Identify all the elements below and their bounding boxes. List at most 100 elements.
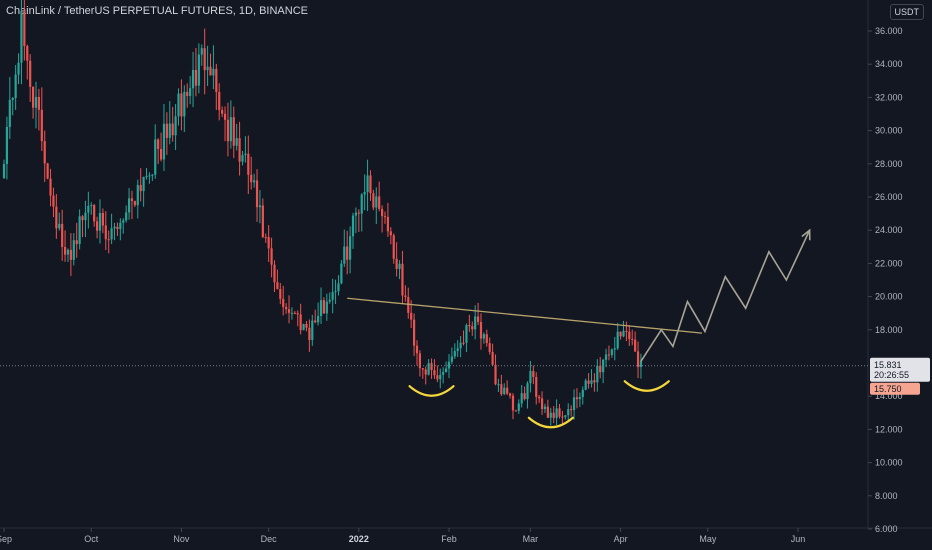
candle xyxy=(110,228,113,240)
candle xyxy=(235,138,238,146)
candle xyxy=(471,326,474,330)
candle xyxy=(613,348,616,350)
candle xyxy=(49,178,52,196)
time-tick-label: Nov xyxy=(173,534,190,544)
candle xyxy=(113,226,116,229)
candle xyxy=(165,123,168,138)
candle xyxy=(305,323,308,328)
candle xyxy=(191,70,195,89)
price-tick-label: 26.000 xyxy=(875,192,903,202)
candle xyxy=(75,240,78,245)
candle xyxy=(372,193,375,208)
candle xyxy=(14,74,17,99)
time-tick-label: May xyxy=(699,534,717,544)
candle xyxy=(456,348,459,352)
candle xyxy=(392,235,395,259)
candle xyxy=(171,123,174,136)
candle xyxy=(200,48,203,55)
candle xyxy=(465,325,468,343)
candle xyxy=(116,226,119,230)
candle xyxy=(610,349,613,355)
candle xyxy=(253,180,256,183)
candle xyxy=(328,299,331,302)
candle xyxy=(168,123,171,138)
candle xyxy=(279,289,282,299)
candle xyxy=(535,377,538,397)
candle xyxy=(625,330,628,332)
candle xyxy=(575,397,579,400)
countdown-value: 20:26:55 xyxy=(874,370,909,380)
candle xyxy=(572,397,576,410)
candle xyxy=(81,216,84,221)
candle xyxy=(398,263,401,269)
candle xyxy=(258,205,262,208)
candle xyxy=(302,323,305,331)
candle xyxy=(459,342,462,349)
candle xyxy=(418,353,422,369)
candle xyxy=(622,330,625,337)
projection-arrowhead xyxy=(801,228,811,241)
candle xyxy=(415,345,419,354)
candle xyxy=(564,415,567,418)
candle xyxy=(468,325,471,327)
candle xyxy=(209,66,212,76)
candle xyxy=(485,334,488,344)
candle xyxy=(491,351,494,365)
candle xyxy=(619,331,622,337)
candle xyxy=(488,343,491,352)
candle xyxy=(11,98,14,100)
candle xyxy=(639,360,643,368)
candle xyxy=(101,213,104,226)
candle xyxy=(427,363,430,375)
candle xyxy=(549,412,552,418)
candle xyxy=(31,86,35,108)
candle xyxy=(552,412,555,418)
candle xyxy=(241,155,244,162)
candle xyxy=(421,368,424,370)
price-tick-label: 14.000 xyxy=(875,391,903,401)
candle xyxy=(354,212,358,216)
candle xyxy=(159,148,163,160)
candle xyxy=(596,365,599,383)
candle xyxy=(154,139,157,175)
projection-path xyxy=(640,229,811,362)
candle xyxy=(337,283,340,292)
candle xyxy=(43,141,46,164)
candle xyxy=(270,248,273,265)
currency-button[interactable]: USDT xyxy=(889,4,924,20)
candle xyxy=(229,117,232,142)
candle xyxy=(78,216,81,245)
candle xyxy=(285,307,288,310)
candle xyxy=(543,406,547,410)
candle xyxy=(264,237,267,239)
candle xyxy=(139,185,142,192)
candle xyxy=(433,370,436,376)
candle xyxy=(424,369,427,375)
price-tick-label: 36.000 xyxy=(875,26,903,36)
candle xyxy=(290,312,294,314)
time-tick-label: Feb xyxy=(441,534,457,544)
candle xyxy=(221,109,224,114)
candle xyxy=(514,410,517,412)
time-tick-label: Sep xyxy=(0,534,12,544)
candle xyxy=(244,153,247,156)
candle xyxy=(17,62,20,75)
price-grid xyxy=(0,0,932,529)
candle xyxy=(584,380,587,390)
candle xyxy=(500,384,503,395)
candle xyxy=(453,351,456,357)
candle xyxy=(282,298,285,308)
candle xyxy=(386,216,390,232)
candle xyxy=(436,375,439,380)
candle xyxy=(476,316,480,322)
candle xyxy=(607,354,611,356)
candle xyxy=(174,116,177,136)
candle xyxy=(255,180,259,208)
candle xyxy=(404,295,407,298)
candle xyxy=(273,264,276,283)
candle xyxy=(334,291,337,293)
candle xyxy=(145,175,148,177)
candle xyxy=(87,205,90,213)
candle xyxy=(183,91,186,117)
